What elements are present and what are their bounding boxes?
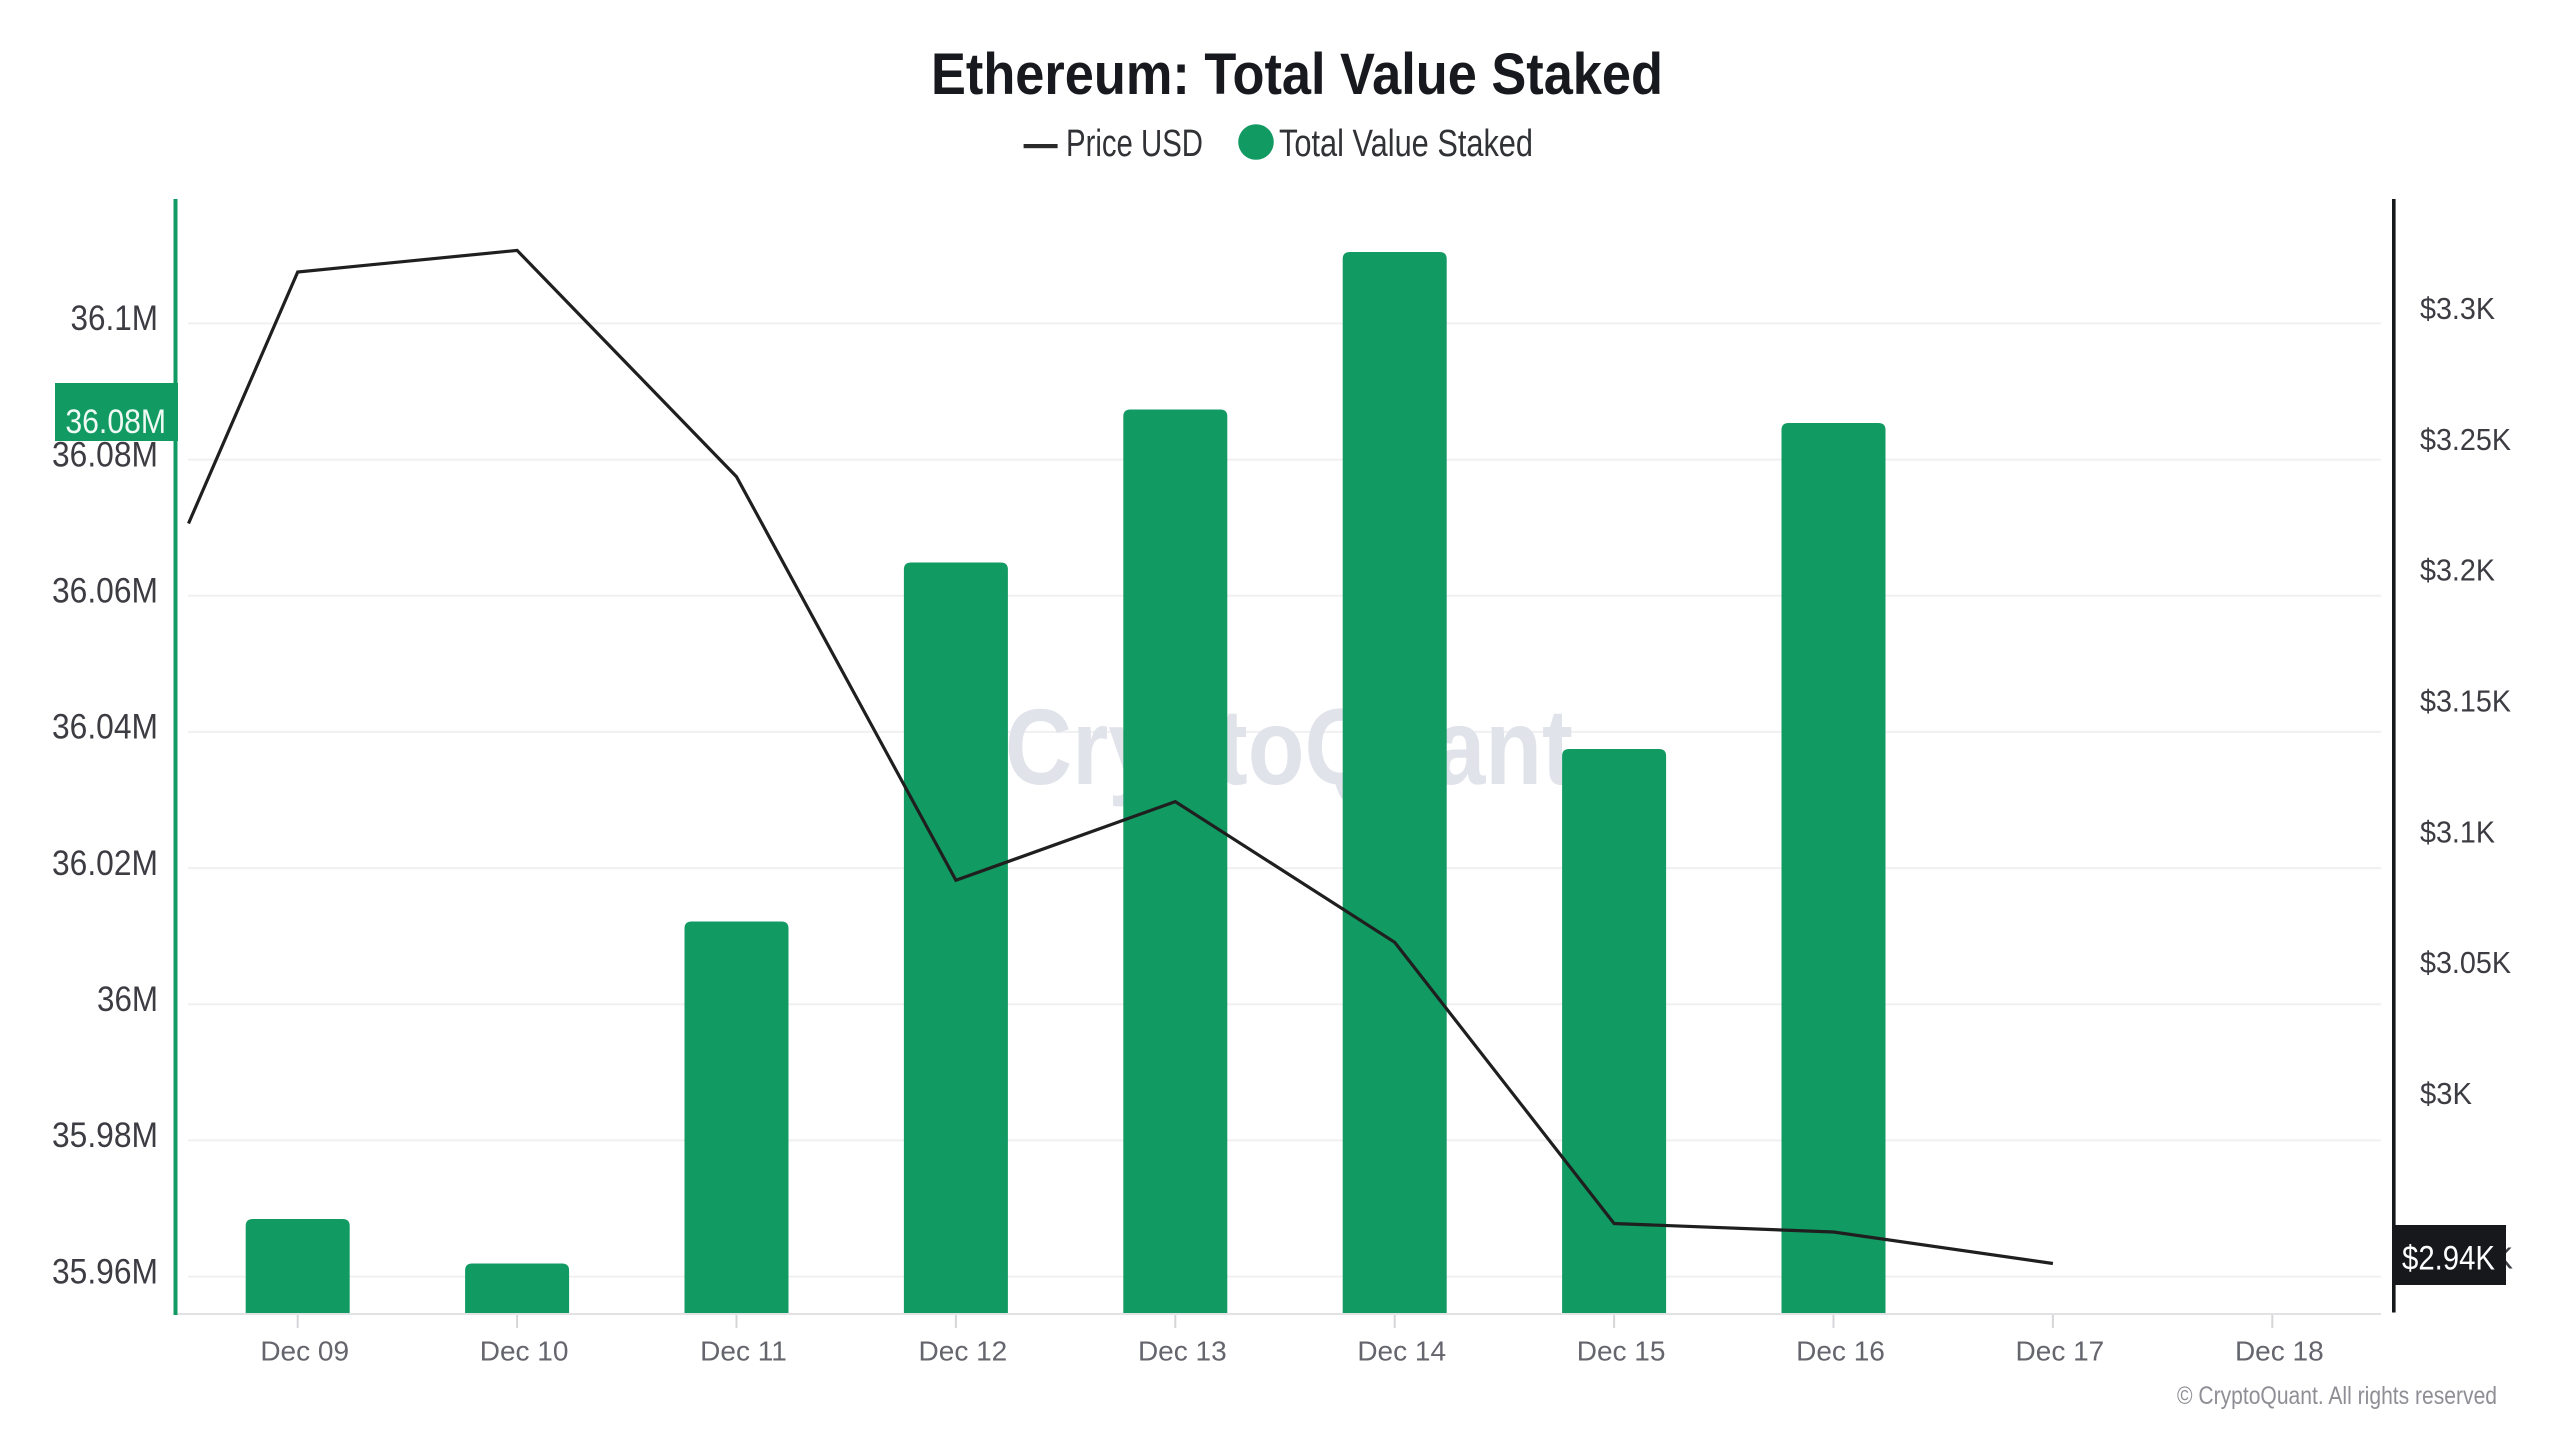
svg-text:$2.94K: $2.94K (2402, 1240, 2495, 1278)
svg-text:$3K: $3K (2420, 1076, 2472, 1111)
svg-text:Dec 13: Dec 13 (1138, 1336, 1227, 1367)
svg-text:36.04M: 36.04M (52, 707, 158, 747)
svg-text:Dec 09: Dec 09 (260, 1336, 349, 1367)
svg-text:36M: 36M (97, 979, 158, 1019)
svg-text:36.06M: 36.06M (52, 571, 158, 611)
svg-text:$3.3K: $3.3K (2420, 291, 2495, 326)
svg-text:Dec 15: Dec 15 (1577, 1336, 1666, 1367)
svg-text:Dec 11: Dec 11 (700, 1336, 787, 1367)
svg-text:36.08M: 36.08M (65, 403, 166, 441)
svg-text:36.1M: 36.1M (71, 298, 159, 338)
svg-text:36.02M: 36.02M (52, 843, 158, 883)
svg-text:Dec 18: Dec 18 (2235, 1336, 2324, 1367)
svg-text:$3.2K: $3.2K (2420, 553, 2495, 588)
svg-text:Dec 17: Dec 17 (2016, 1336, 2105, 1367)
svg-text:$3.1K: $3.1K (2420, 814, 2495, 849)
svg-text:Price USD: Price USD (1066, 123, 1203, 165)
svg-text:CryptoQuant: CryptoQuant (1005, 686, 1573, 807)
svg-text:Dec 10: Dec 10 (480, 1336, 569, 1367)
svg-text:© CryptoQuant. All rights rese: © CryptoQuant. All rights reserved (2177, 1382, 2497, 1410)
svg-text:35.96M: 35.96M (52, 1251, 158, 1291)
svg-text:$3.25K: $3.25K (2420, 422, 2511, 457)
svg-text:35.98M: 35.98M (52, 1115, 158, 1155)
svg-text:Ethereum: Total Value Staked: Ethereum: Total Value Staked (931, 42, 1663, 107)
svg-text:Dec 12: Dec 12 (919, 1336, 1008, 1367)
svg-text:Total Value Staked: Total Value Staked (1279, 123, 1533, 165)
svg-text:Dec 14: Dec 14 (1357, 1336, 1446, 1367)
svg-text:$3.15K: $3.15K (2420, 684, 2511, 719)
svg-text:$3.05K: $3.05K (2420, 945, 2511, 980)
svg-text:Dec 16: Dec 16 (1796, 1336, 1885, 1367)
